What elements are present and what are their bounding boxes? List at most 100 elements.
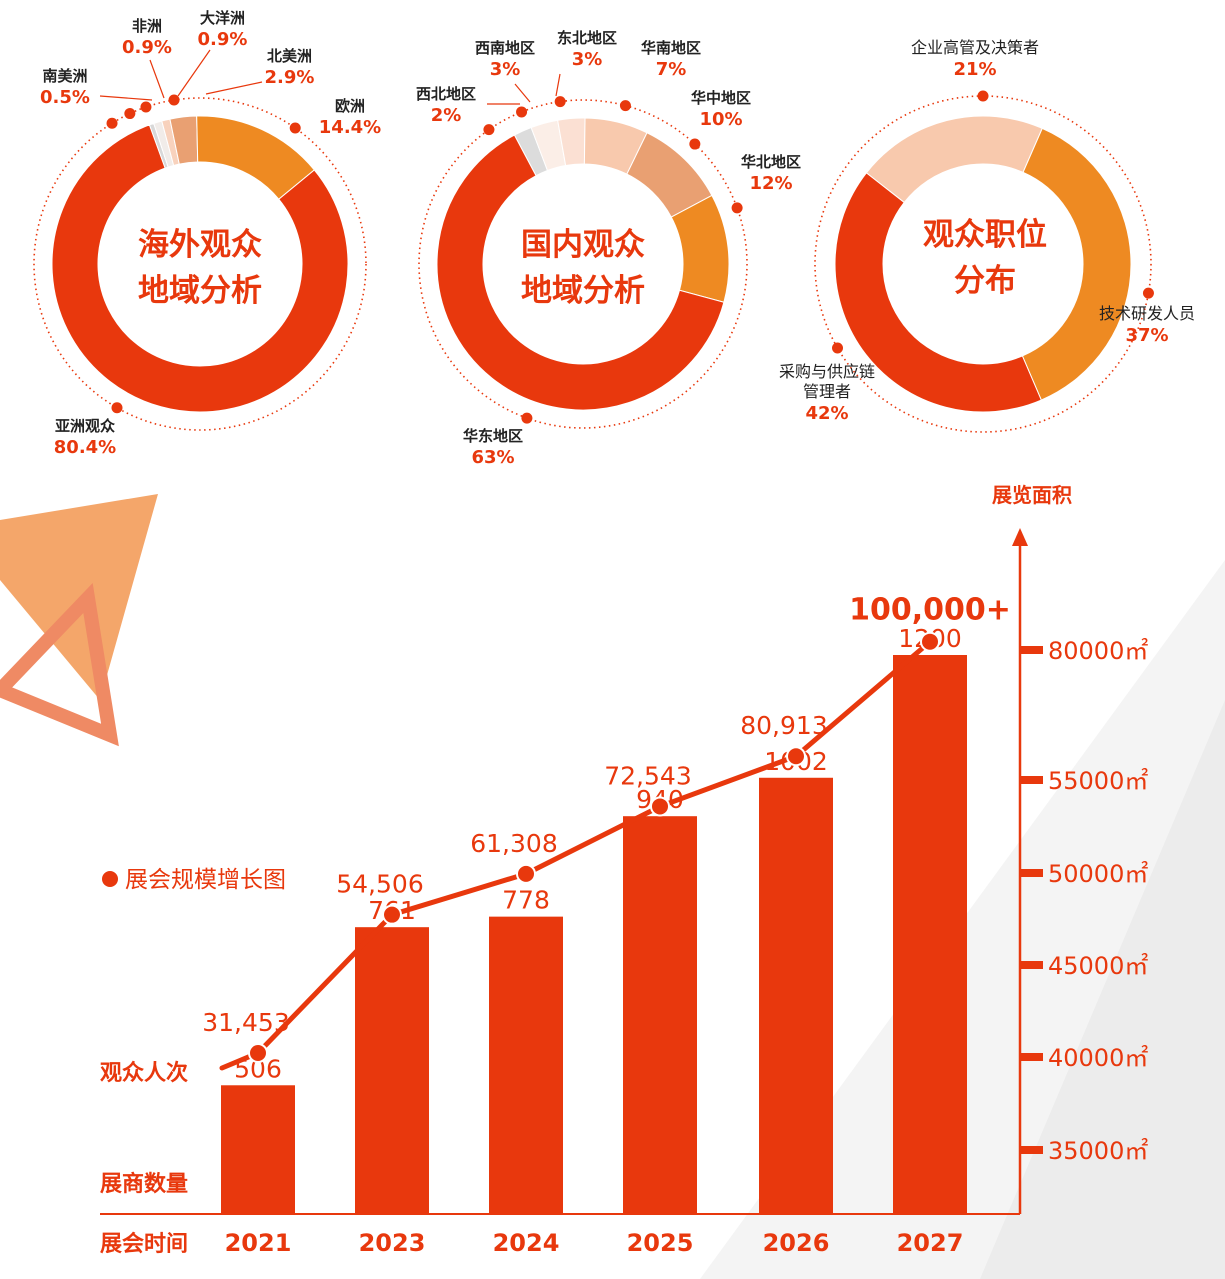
y-tick-label-0: 80000㎡ <box>1048 637 1148 665</box>
donut-slice-1 <box>865 115 1043 204</box>
y-tick-label-3: 45000㎡ <box>1048 952 1148 980</box>
leader-line-0 <box>99 95 153 101</box>
x-tick-2024: 2024 <box>493 1229 560 1257</box>
legend-label: 展会规模增长图 <box>125 867 286 893</box>
x-tick-2023: 2023 <box>359 1229 426 1257</box>
donut-slice-2 <box>1021 127 1132 401</box>
bg-gray-plane-2 <box>980 700 1225 1279</box>
label-north-china: 华北地区 12% <box>740 153 801 194</box>
label-central-china: 华中地区 10% <box>690 89 751 130</box>
x-tick-2026: 2026 <box>763 1229 830 1257</box>
x-tick-2021: 2021 <box>225 1229 292 1257</box>
label-procurement: 采购与供应链 管理者 42% <box>778 362 875 424</box>
donut-slice-0 <box>834 172 1042 413</box>
label-east-china: 华东地区 63% <box>462 427 523 468</box>
y-tick-label-4: 40000㎡ <box>1048 1044 1148 1072</box>
bar-2025 <box>623 816 697 1213</box>
y-tick-mark-1 <box>1021 776 1043 784</box>
y-tick-label-5: 35000㎡ <box>1048 1137 1148 1165</box>
bar-2024 <box>489 916 563 1213</box>
marker-dot-europe <box>289 122 301 134</box>
label-rd-staff: 技术研发人员 37% <box>1098 304 1195 346</box>
legend-dot <box>102 871 118 887</box>
label-northwest: 西北地区 2% <box>415 85 476 126</box>
donut-0 <box>33 94 367 431</box>
label-executives: 企业高管及决策者 21% <box>910 38 1039 80</box>
bar-value-label-2024: 778 <box>502 886 550 915</box>
row-label-time: 展会时间 <box>100 1231 188 1257</box>
overseas-donut-title: 海外观众 地域分析 <box>138 227 262 309</box>
bar-2021 <box>221 1085 295 1213</box>
marker-dot-executives <box>977 90 989 102</box>
row-label-visitors: 观众人次 <box>100 1060 188 1086</box>
visitor-label-2025: 72,543 <box>604 761 691 790</box>
marker-dot-asia <box>111 402 123 414</box>
label-south-america: 南美洲 0.5% <box>40 67 90 108</box>
area-axis-title: 展览面积 <box>992 483 1072 507</box>
donut-2 <box>814 90 1154 433</box>
visitor-point-2025 <box>650 796 670 817</box>
bar-2023 <box>355 927 429 1213</box>
right-axis-arrow <box>1012 528 1028 546</box>
donut-charts <box>33 49 1154 433</box>
visitor-point-2021 <box>248 1043 268 1063</box>
label-south-china: 华南地区 7% <box>640 39 701 80</box>
deco-triangle-filled <box>0 494 158 700</box>
visitor-label-2027: 100,000+ <box>849 593 1011 628</box>
growth-chart: 5062021761202377820249402025100220261200… <box>100 483 1148 1257</box>
visitor-label-2026: 80,913 <box>740 711 827 740</box>
leader-line-6 <box>555 73 561 97</box>
marker-dot-south-america <box>106 117 118 129</box>
label-asia: 亚洲观众 80.4% <box>53 417 117 458</box>
donut-dotted-ring <box>33 97 367 431</box>
marker-dot-northeast <box>554 96 566 108</box>
x-tick-2027: 2027 <box>897 1229 964 1257</box>
row-label-exhibitors: 展商数量 <box>100 1171 188 1197</box>
y-tick-mark-2 <box>1021 869 1043 877</box>
marker-dot-africa <box>124 108 136 120</box>
donut-slice-0 <box>51 124 349 413</box>
label-europe: 欧洲 14.4% <box>318 97 382 138</box>
marker-dot-north-america <box>168 94 180 106</box>
position-donut-title: 观众职位 分布 <box>923 217 1047 299</box>
bar-2027 <box>893 655 967 1213</box>
donut-dotted-ring <box>418 99 748 429</box>
y-tick-mark-4 <box>1021 1053 1043 1061</box>
domestic-donut-title: 国内观众 地域分析 <box>521 227 645 309</box>
visitor-point-2023 <box>382 904 402 925</box>
y-tick-mark-5 <box>1021 1146 1043 1154</box>
marker-dot-procurement <box>832 342 844 354</box>
marker-dot-south-china <box>619 100 631 112</box>
marker-dot-rd-staff <box>1142 287 1154 299</box>
x-tick-2025: 2025 <box>627 1229 694 1257</box>
marker-dot-oceania <box>140 101 152 113</box>
bar-2026 <box>759 777 833 1213</box>
marker-dot-east-china <box>521 412 533 424</box>
visitor-point-2027 <box>920 631 940 652</box>
marker-dot-north-china <box>731 202 743 214</box>
visitor-point-2024 <box>516 863 536 884</box>
visitor-label-2024: 61,308 <box>470 829 557 858</box>
label-oceania: 大洋洲 0.9% <box>197 9 248 50</box>
y-tick-mark-0 <box>1021 646 1043 654</box>
y-tick-mark-3 <box>1021 961 1043 969</box>
marker-dot-northwest <box>483 124 495 136</box>
deco-triangle-outline <box>0 582 119 747</box>
label-north-america: 北美洲 2.9% <box>264 47 315 88</box>
visitor-point-2026 <box>786 746 806 767</box>
visitor-label-2021: 31,453 <box>202 1008 289 1037</box>
label-africa: 非洲 0.9% <box>122 17 172 58</box>
donut-1 <box>418 96 748 429</box>
leader-line-5 <box>514 83 531 103</box>
leader-line-2 <box>177 49 211 97</box>
leader-line-3 <box>205 81 263 95</box>
label-northeast: 东北地区 3% <box>556 29 617 70</box>
visitor-label-2023: 54,506 <box>336 870 423 899</box>
donut-slice-0 <box>436 134 725 411</box>
marker-dot-southwest <box>516 106 528 118</box>
leader-line-1 <box>149 59 165 99</box>
y-tick-label-1: 55000㎡ <box>1048 767 1148 795</box>
y-tick-label-2: 50000㎡ <box>1048 860 1148 888</box>
marker-dot-central-china <box>689 138 701 150</box>
label-southwest: 西南地区 3% <box>474 39 535 80</box>
